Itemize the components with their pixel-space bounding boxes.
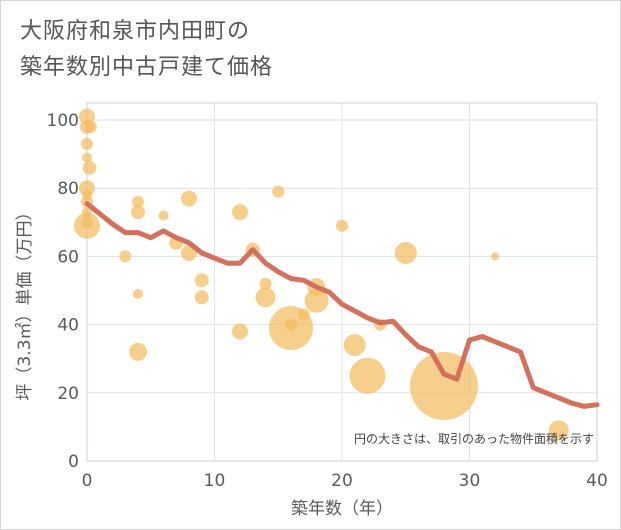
x-tick-label-0: 0 [82,471,93,491]
y-tick-label-80: 80 [57,179,79,199]
bubble-point-36 [349,357,386,394]
bubble-point-3 [81,137,93,150]
y-tick-label-20: 20 [57,384,79,404]
bubble-point-24 [232,323,248,340]
bubble-point-28 [272,185,285,198]
chart-title-line-2: 築年数別中古戸建て価格 [20,55,274,80]
bubble-point-34 [336,219,348,232]
bubble-point-16 [129,342,147,361]
bubble-point-23 [232,204,248,221]
bubble-point-15 [133,288,143,299]
bubble-point-13 [132,195,144,208]
y-tick-label-0: 0 [68,452,79,472]
x-tick-label-20: 20 [331,471,353,491]
bubble-point-27 [255,287,276,308]
chart-title: 大阪府和泉市内田町の 築年数別中古戸建て価格 [20,14,273,86]
x-tick-label-10: 10 [204,471,226,491]
chart-title-line-1: 大阪府和泉市内田町の [20,19,251,44]
bubble-point-41 [548,420,569,441]
bubble-point-39 [410,351,478,420]
bubble-point-2 [84,120,97,133]
bubble-point-5 [82,160,97,175]
bubble-point-35 [343,334,366,357]
bubble-point-30 [285,318,297,331]
trend-line [84,201,600,409]
grid-lines [86,103,598,462]
bubble-point-22 [194,290,209,305]
bubble-point-33 [304,288,329,313]
x-tick-label-40: 40 [586,471,608,491]
bubble-point-11 [74,212,100,239]
y-tick-label-100: 100 [47,111,79,131]
bubble-point-17 [158,210,169,221]
plot-border [86,102,598,462]
bubble-size-note: 円の大きさは、取引のあった物件面積を示す [354,431,594,446]
bubble-point-40 [491,252,499,261]
bubble-point-21 [194,273,209,288]
bubble-point-4 [82,152,92,163]
y-tick-label-40: 40 [57,316,79,336]
bubble-series [74,108,569,441]
y-tick-label-60: 60 [57,247,79,267]
bubble-point-26 [259,277,272,290]
bubble-point-14 [131,205,145,220]
y-tick-labels: 0 20 40 60 80 100 [47,111,79,472]
bubble-point-12 [119,250,132,263]
bubble-point-31 [297,308,310,321]
bubble-point-0 [79,108,95,125]
x-tick-labels: 0 10 20 30 40 [82,471,608,491]
bubble-point-19 [181,190,197,207]
x-axis-label: 築年数（年） [291,499,393,519]
bubble-point-38 [394,242,417,265]
y-axis-label: 坪（3.3㎡）単価（万円） [15,203,35,400]
x-tick-label-30: 30 [459,471,481,491]
